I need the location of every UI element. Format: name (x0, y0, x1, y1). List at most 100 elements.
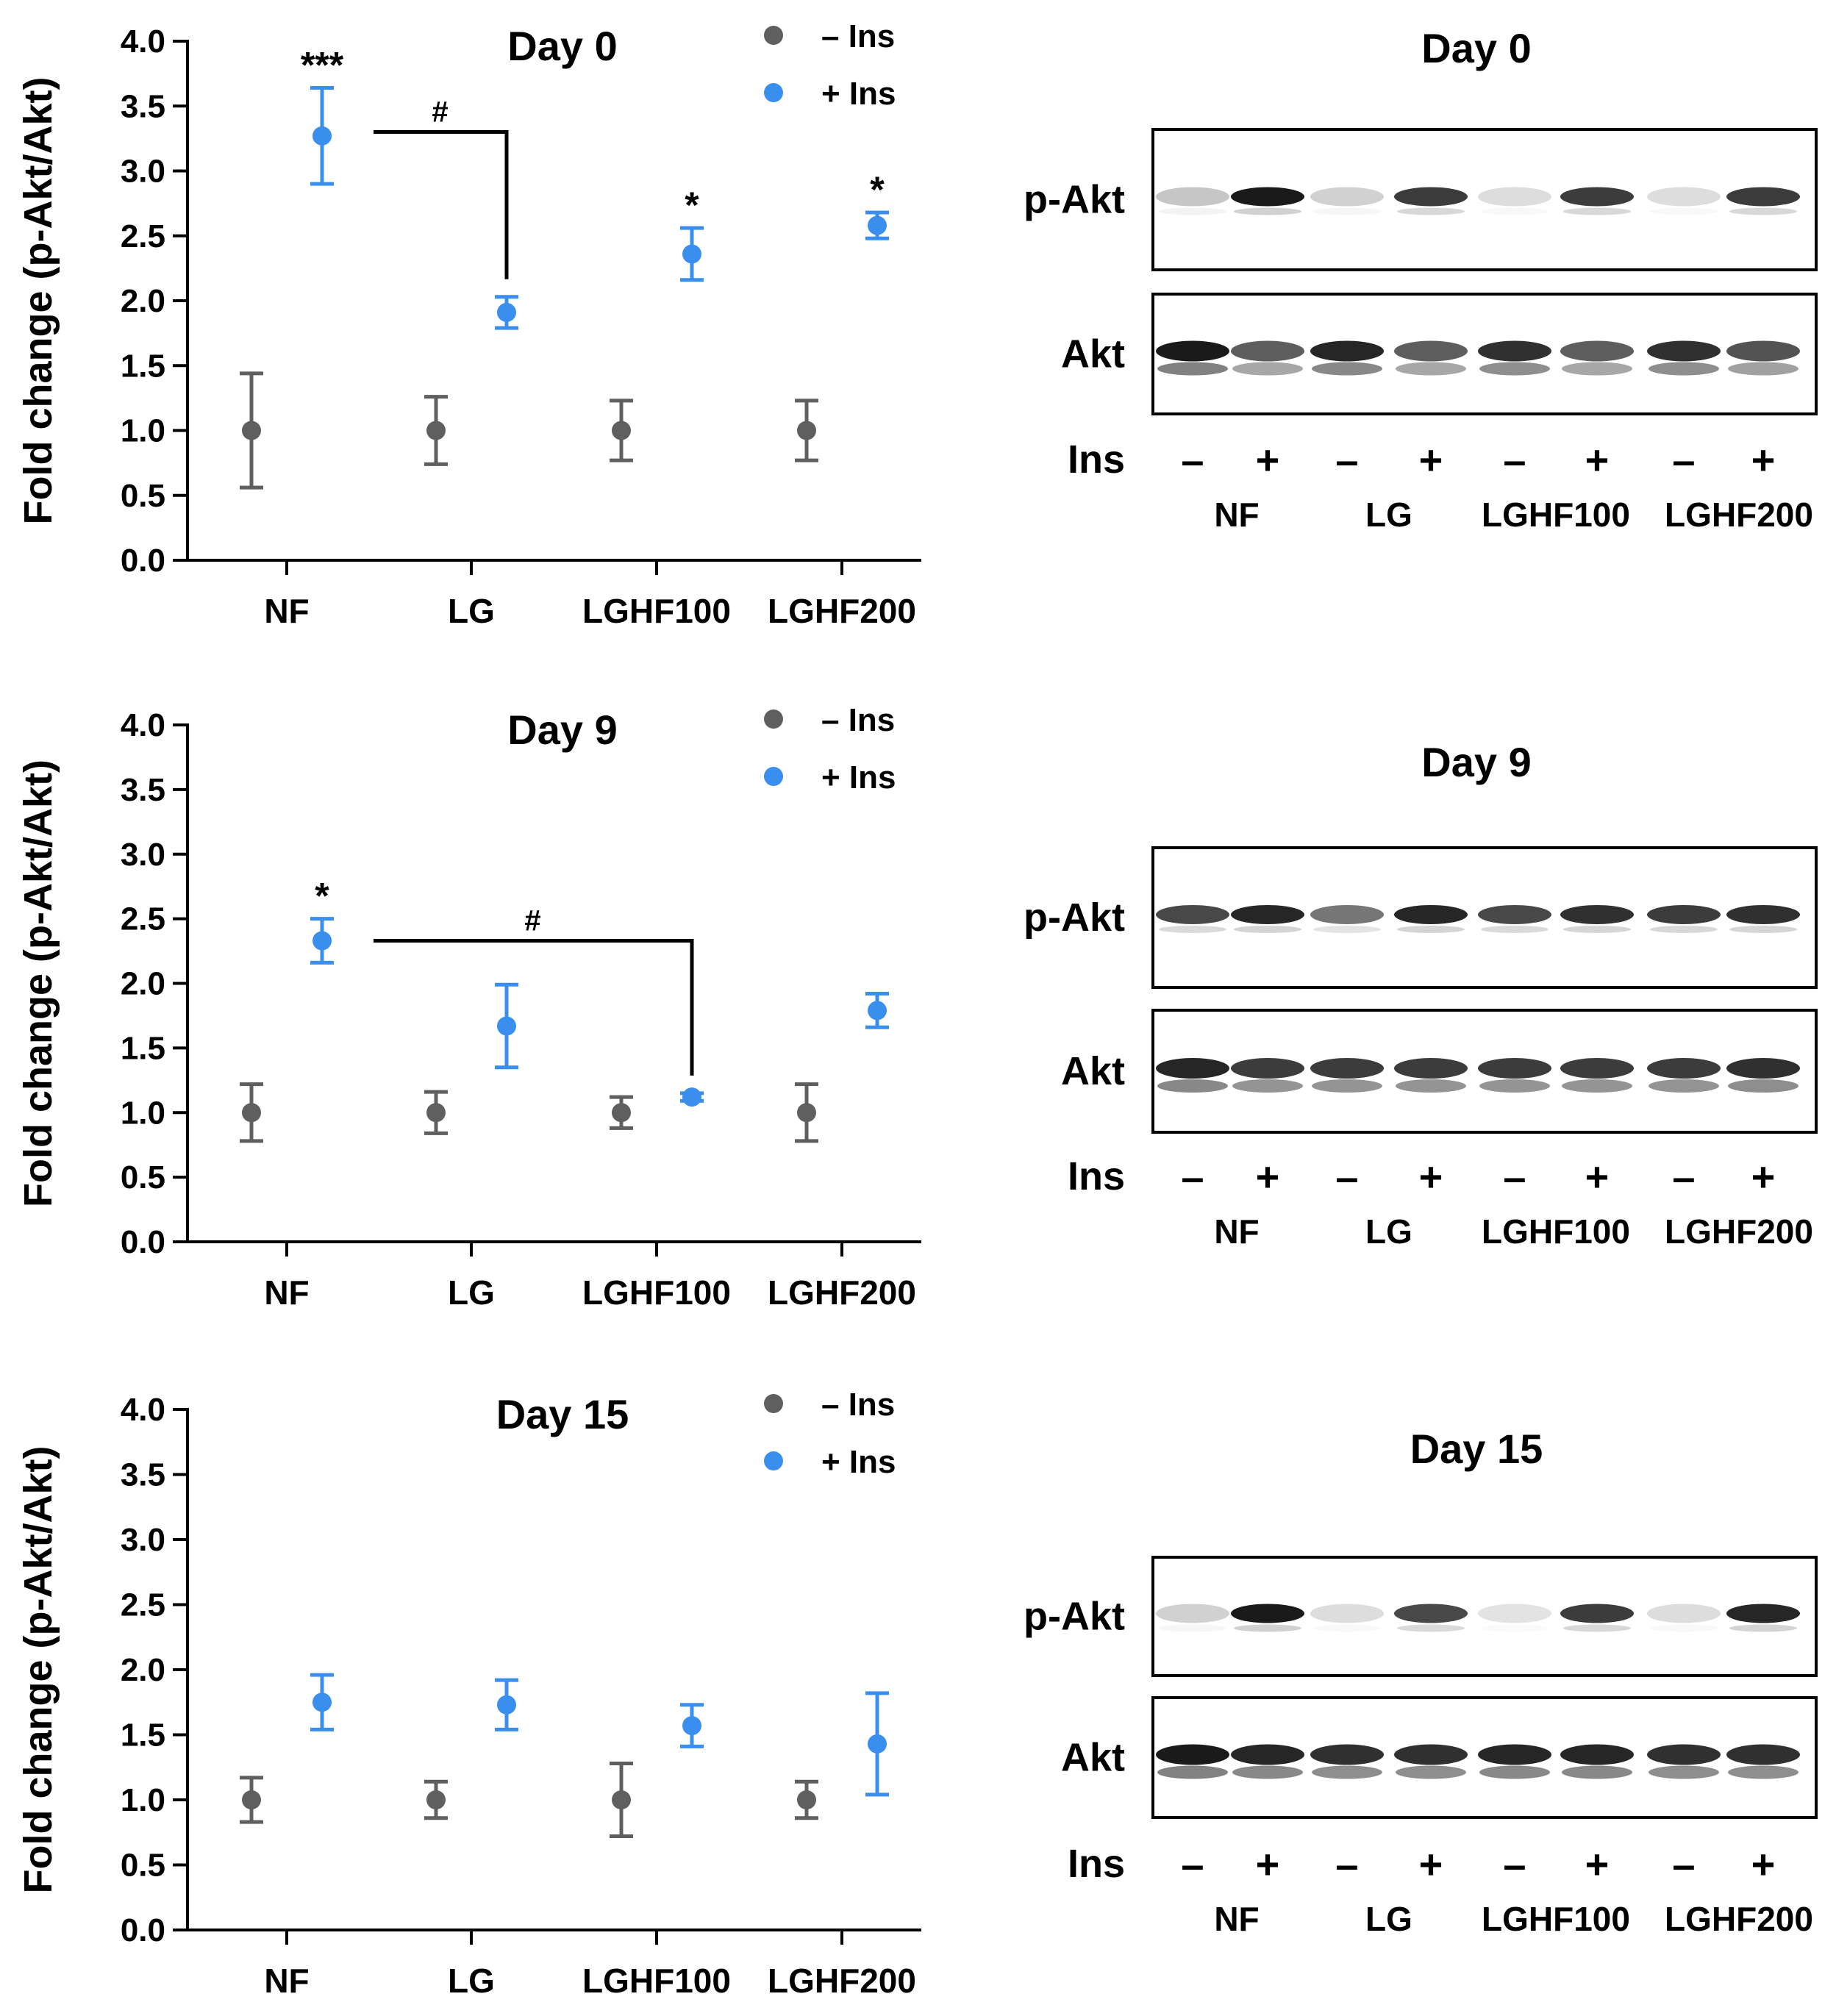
blot-band (1647, 1744, 1721, 1765)
western-blot-panel: Day 9 p-Akt Akt Ins – + – + – + – + NF LG LGHF100 LGHF2… (1024, 739, 1818, 1251)
blot-band-lower (1650, 1625, 1718, 1632)
blot-band-lower (1650, 208, 1718, 215)
x-category-label: LGHF200 (768, 1273, 916, 1312)
blot-group-label: LGHF100 (1482, 496, 1630, 534)
blot-band-lower (1728, 1765, 1799, 1779)
blot-band (1310, 1058, 1384, 1079)
lane-sign-plus: + (1419, 1841, 1443, 1887)
blot-band-lower (1234, 1624, 1301, 1632)
blot-band-lower (1396, 1079, 1466, 1093)
blot-group-label: NF (1214, 1212, 1259, 1251)
significance-marker: * (315, 876, 329, 917)
blot-row-label-akt: Akt (1061, 332, 1125, 376)
data-point-plus-ins (682, 1716, 701, 1736)
data-point-plus-ins (682, 1087, 701, 1107)
legend-label-plus-ins: + Ins (821, 759, 896, 796)
data-point-plus-ins (312, 126, 332, 146)
chart-day-panel: 0.0 0.5 1.0 1.5 2.0 2.5 3.0 3.5 4.0 NF LG LGHF100 LG… (16, 18, 921, 630)
blot-band-lower (1232, 1765, 1303, 1779)
blot-band (1394, 1604, 1468, 1623)
blot-band (1156, 187, 1229, 207)
blot-band-lower (1313, 207, 1381, 215)
y-tick-label: 2.0 (121, 966, 165, 1002)
lane-sign-minus: – (1503, 437, 1526, 483)
data-point-minus-ins (797, 1103, 816, 1123)
y-tick-label: 2.0 (121, 1652, 165, 1688)
blot-row-label-akt: Akt (1061, 1736, 1125, 1780)
blot-row-label-p-akt: p-Akt (1024, 1595, 1125, 1639)
blot-band-lower (1481, 208, 1549, 215)
blot-band (1478, 187, 1551, 207)
lane-sign-plus: + (1751, 437, 1776, 483)
lane-sign-minus: – (1335, 437, 1358, 483)
lane-sign-minus: – (1335, 1841, 1358, 1887)
data-point-minus-ins (612, 1790, 631, 1809)
blot-band (1394, 905, 1468, 924)
blot-band-lower (1729, 207, 1797, 215)
blot-band (1726, 1604, 1800, 1623)
blot-band (1560, 905, 1634, 924)
blot-title: Day 9 (1421, 739, 1531, 785)
blot-band-lower (1563, 1624, 1631, 1632)
data-point-minus-ins (242, 421, 261, 440)
lane-sign-minus: – (1181, 437, 1204, 483)
blot-band (1156, 1058, 1229, 1079)
blot-group-label: LGHF100 (1482, 1900, 1630, 1938)
y-tick-label: 2.5 (121, 901, 165, 937)
blot-band-lower (1728, 362, 1799, 376)
blot-band-lower (1234, 926, 1301, 933)
blot-band-lower (1562, 362, 1632, 376)
blot-band-lower (1312, 1765, 1382, 1779)
blot-ins-label: Ins (1068, 437, 1125, 482)
blot-band-lower (1157, 362, 1228, 376)
blot-band (1560, 1058, 1634, 1079)
data-point-minus-ins (242, 1103, 261, 1123)
blot-band-lower (1157, 1079, 1228, 1093)
data-point-minus-ins (612, 1103, 631, 1123)
legend-label-plus-ins: + Ins (821, 1444, 896, 1480)
blot-band-lower (1481, 1625, 1549, 1632)
lane-sign-plus: + (1256, 1841, 1280, 1887)
blot-band (1156, 340, 1229, 362)
blot-title: Day 0 (1421, 25, 1531, 71)
blot-band (1478, 1744, 1551, 1765)
y-tick-label: 4.0 (121, 707, 165, 743)
lane-sign-plus: + (1419, 437, 1443, 483)
blot-band (1560, 1604, 1634, 1623)
blot-band-lower (1159, 926, 1226, 933)
blot-band (1231, 187, 1304, 207)
lane-sign-plus: + (1585, 437, 1610, 483)
blot-band (1560, 340, 1634, 362)
blot-band-lower (1649, 1079, 1719, 1093)
chart-title: Day 15 (496, 1391, 629, 1437)
y-tick-label: 0.0 (121, 543, 165, 579)
data-point-plus-ins (312, 931, 332, 951)
x-category-label: LG (448, 1962, 495, 2000)
y-axis-label: Fold change (p-Akt/Akt) (16, 1446, 60, 1894)
blot-band (1310, 340, 1384, 362)
blot-band-lower (1312, 362, 1382, 376)
y-tick-label: 1.5 (121, 348, 165, 384)
lane-sign-plus: + (1256, 437, 1280, 483)
y-tick-label: 1.0 (121, 1782, 165, 1818)
blot-band (1156, 905, 1229, 924)
blot-band-lower (1479, 1079, 1550, 1093)
blot-band (1726, 187, 1800, 207)
blot-ins-label: Ins (1068, 1842, 1125, 1886)
blot-band (1231, 905, 1304, 924)
blot-group-label: NF (1214, 1900, 1259, 1938)
blot-row-label-p-akt: p-Akt (1024, 178, 1125, 222)
blot-band-lower (1397, 926, 1465, 933)
blot-band (1231, 340, 1304, 362)
blot-band (1310, 187, 1384, 207)
y-tick-label: 0.0 (121, 1912, 165, 1948)
y-tick-label: 0.0 (121, 1224, 165, 1260)
blot-band-lower (1157, 1765, 1228, 1779)
x-category-label: NF (264, 1962, 309, 2000)
data-point-minus-ins (797, 1790, 816, 1809)
y-tick-label: 3.0 (121, 154, 165, 190)
data-point-plus-ins (497, 302, 516, 322)
legend-marker-minus-ins (764, 1394, 783, 1413)
x-category-label: LGHF100 (582, 1273, 731, 1312)
